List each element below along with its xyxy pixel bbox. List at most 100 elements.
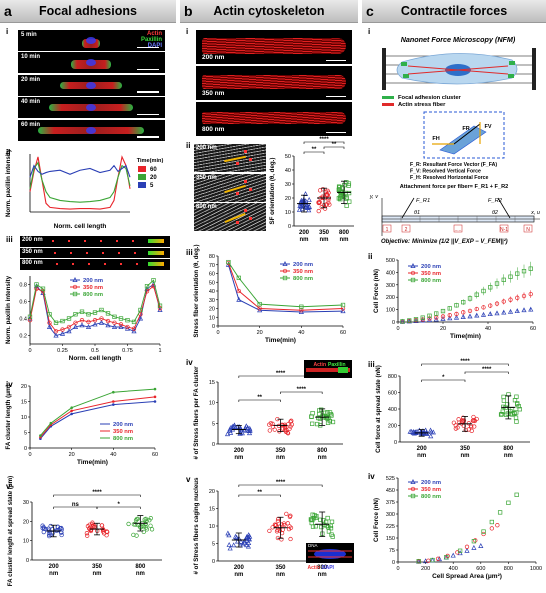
a-ii-legend-title: Time(min) xyxy=(137,158,164,164)
scale-bar xyxy=(326,95,346,97)
b-i-image: 200 nm xyxy=(196,30,352,64)
c-iv-point xyxy=(514,492,519,497)
b-v-point xyxy=(314,515,319,520)
a-iii-strip-label: 350 nm xyxy=(22,248,43,255)
b-v-category-unit: nm xyxy=(276,572,285,578)
a-iv-legend-label: 200 nm xyxy=(113,422,133,428)
a-iv-point xyxy=(112,390,115,394)
b-iv-point xyxy=(309,414,314,419)
nfm-right-post xyxy=(532,48,536,90)
c-ii-legend-label: 200 nm xyxy=(421,264,441,270)
b-v-point xyxy=(286,526,292,532)
a-v-point xyxy=(148,523,153,528)
fa-dot xyxy=(70,251,72,254)
b-v-point xyxy=(328,523,333,529)
b-v-point xyxy=(329,519,335,524)
scale-bar xyxy=(137,91,159,93)
fa-dot xyxy=(88,263,90,265)
a-iii-point xyxy=(105,311,111,316)
fiber-texture xyxy=(194,203,266,231)
c-iii-point xyxy=(416,427,422,433)
b-ii-point xyxy=(302,191,309,196)
b-v-point xyxy=(267,528,272,534)
b-ii-y-tick-label: 20 xyxy=(285,196,291,202)
nfm-fa-cluster xyxy=(509,61,515,65)
a-v-point xyxy=(147,518,152,523)
c-ii-point xyxy=(440,308,446,314)
a-v-y-tick-label: 0 xyxy=(26,558,29,564)
c-ii-x-label: Time(min) xyxy=(450,333,481,340)
a-iv-y-tick-label: 5 xyxy=(24,431,27,437)
b-v-point xyxy=(330,534,335,539)
c-ii-point xyxy=(508,297,513,302)
b-v-y-tick-label: 20 xyxy=(209,489,215,495)
c-ii-point xyxy=(453,314,460,320)
fa-dot xyxy=(102,251,104,254)
c-iv-point xyxy=(481,529,486,534)
c-iv-point xyxy=(430,557,435,563)
a-iii-point xyxy=(92,318,98,323)
a-v-sig-bracket xyxy=(53,494,141,497)
a-iv-chart: 0 5 10 15 20 0 20 40 60 Time(min) FA cluster lengt… xyxy=(5,384,158,466)
b-iii-y-tick-label: 40 xyxy=(209,289,215,295)
b-iii-point xyxy=(226,259,231,265)
b-iii-point xyxy=(340,302,346,308)
c-ii-point xyxy=(528,291,533,297)
b-iii-legend-label: 350 nm xyxy=(293,269,313,275)
a-iii-point xyxy=(131,328,137,334)
b-iii-point xyxy=(236,296,242,302)
a-channel-label: DAPI xyxy=(147,43,162,49)
b-iv-point xyxy=(310,410,315,416)
nfm-legend-actin: Actin stress fiber xyxy=(398,102,446,108)
a-iv-point xyxy=(39,434,42,437)
a-iii-point xyxy=(131,319,137,325)
a-iii-point xyxy=(99,316,104,321)
b-iv-y-tick-label: 10 xyxy=(209,401,215,407)
a-iii-point xyxy=(111,324,118,329)
c-iii-category-unit: nm xyxy=(417,453,426,459)
nfm-fa-cluster xyxy=(401,62,407,66)
panel-b-title: Actin cytoskeleton xyxy=(213,4,325,18)
a-iv-x-label: Time(min) xyxy=(77,459,108,466)
c-ii-point xyxy=(434,315,439,320)
a-iii-line xyxy=(29,285,161,332)
actin-cell xyxy=(202,112,346,124)
a-iii-point xyxy=(66,328,72,334)
c-iii-chart: 0 200 400 600 800 Cell force at spread state … xyxy=(375,359,530,459)
c-ii-point xyxy=(474,306,479,312)
a-iii-point xyxy=(151,278,156,283)
c-ii-point xyxy=(501,277,506,282)
b-v-point xyxy=(246,532,252,538)
force-definition: F_R: Resultant Force Vector (F_FA) xyxy=(410,162,497,168)
b-ii-sig-label: ** xyxy=(332,142,337,148)
a-v-category-label: 350 xyxy=(92,564,103,570)
c-iv-y-tick-label: 150 xyxy=(386,536,395,542)
c-iii-point xyxy=(517,407,522,412)
a-iv-legend-label: 800 nm xyxy=(113,436,133,442)
beam-fr2-label: F_R2 xyxy=(488,198,503,204)
b-iii-y-tick-label: 0 xyxy=(212,324,215,330)
a-v-point xyxy=(84,531,90,536)
a-iii-point xyxy=(53,332,59,338)
a-iii-x-tick-label: 1 xyxy=(158,348,161,354)
a-iv-point xyxy=(153,395,157,399)
fa-dot xyxy=(68,240,70,242)
b-ii-sig-label: ** xyxy=(312,147,317,153)
c-ii-point xyxy=(481,305,486,310)
a-iii-y-label: Norm. paxillin intensity xyxy=(5,275,12,344)
c-ii-x-tick-label: 20 xyxy=(440,326,446,332)
c-i-schematic: Nanonet Force Microscopy (NFM) Focal adhe… xyxy=(369,35,540,245)
a-iii-point xyxy=(47,312,52,317)
b-iv-sig-bracket xyxy=(280,391,323,394)
b-v-category-unit: nm xyxy=(318,572,327,578)
c-iv-point xyxy=(471,539,477,544)
c-iii-sig-label: **** xyxy=(460,359,470,365)
b-iv-category-unit: nm xyxy=(318,455,327,461)
a-iii-legend-label: 350 nm xyxy=(83,285,103,291)
a-v-point xyxy=(59,530,64,535)
c-iii-point xyxy=(514,394,519,399)
b-ii-point xyxy=(336,187,341,193)
nfm-left-post xyxy=(382,48,386,90)
c-iv-point xyxy=(429,557,436,563)
